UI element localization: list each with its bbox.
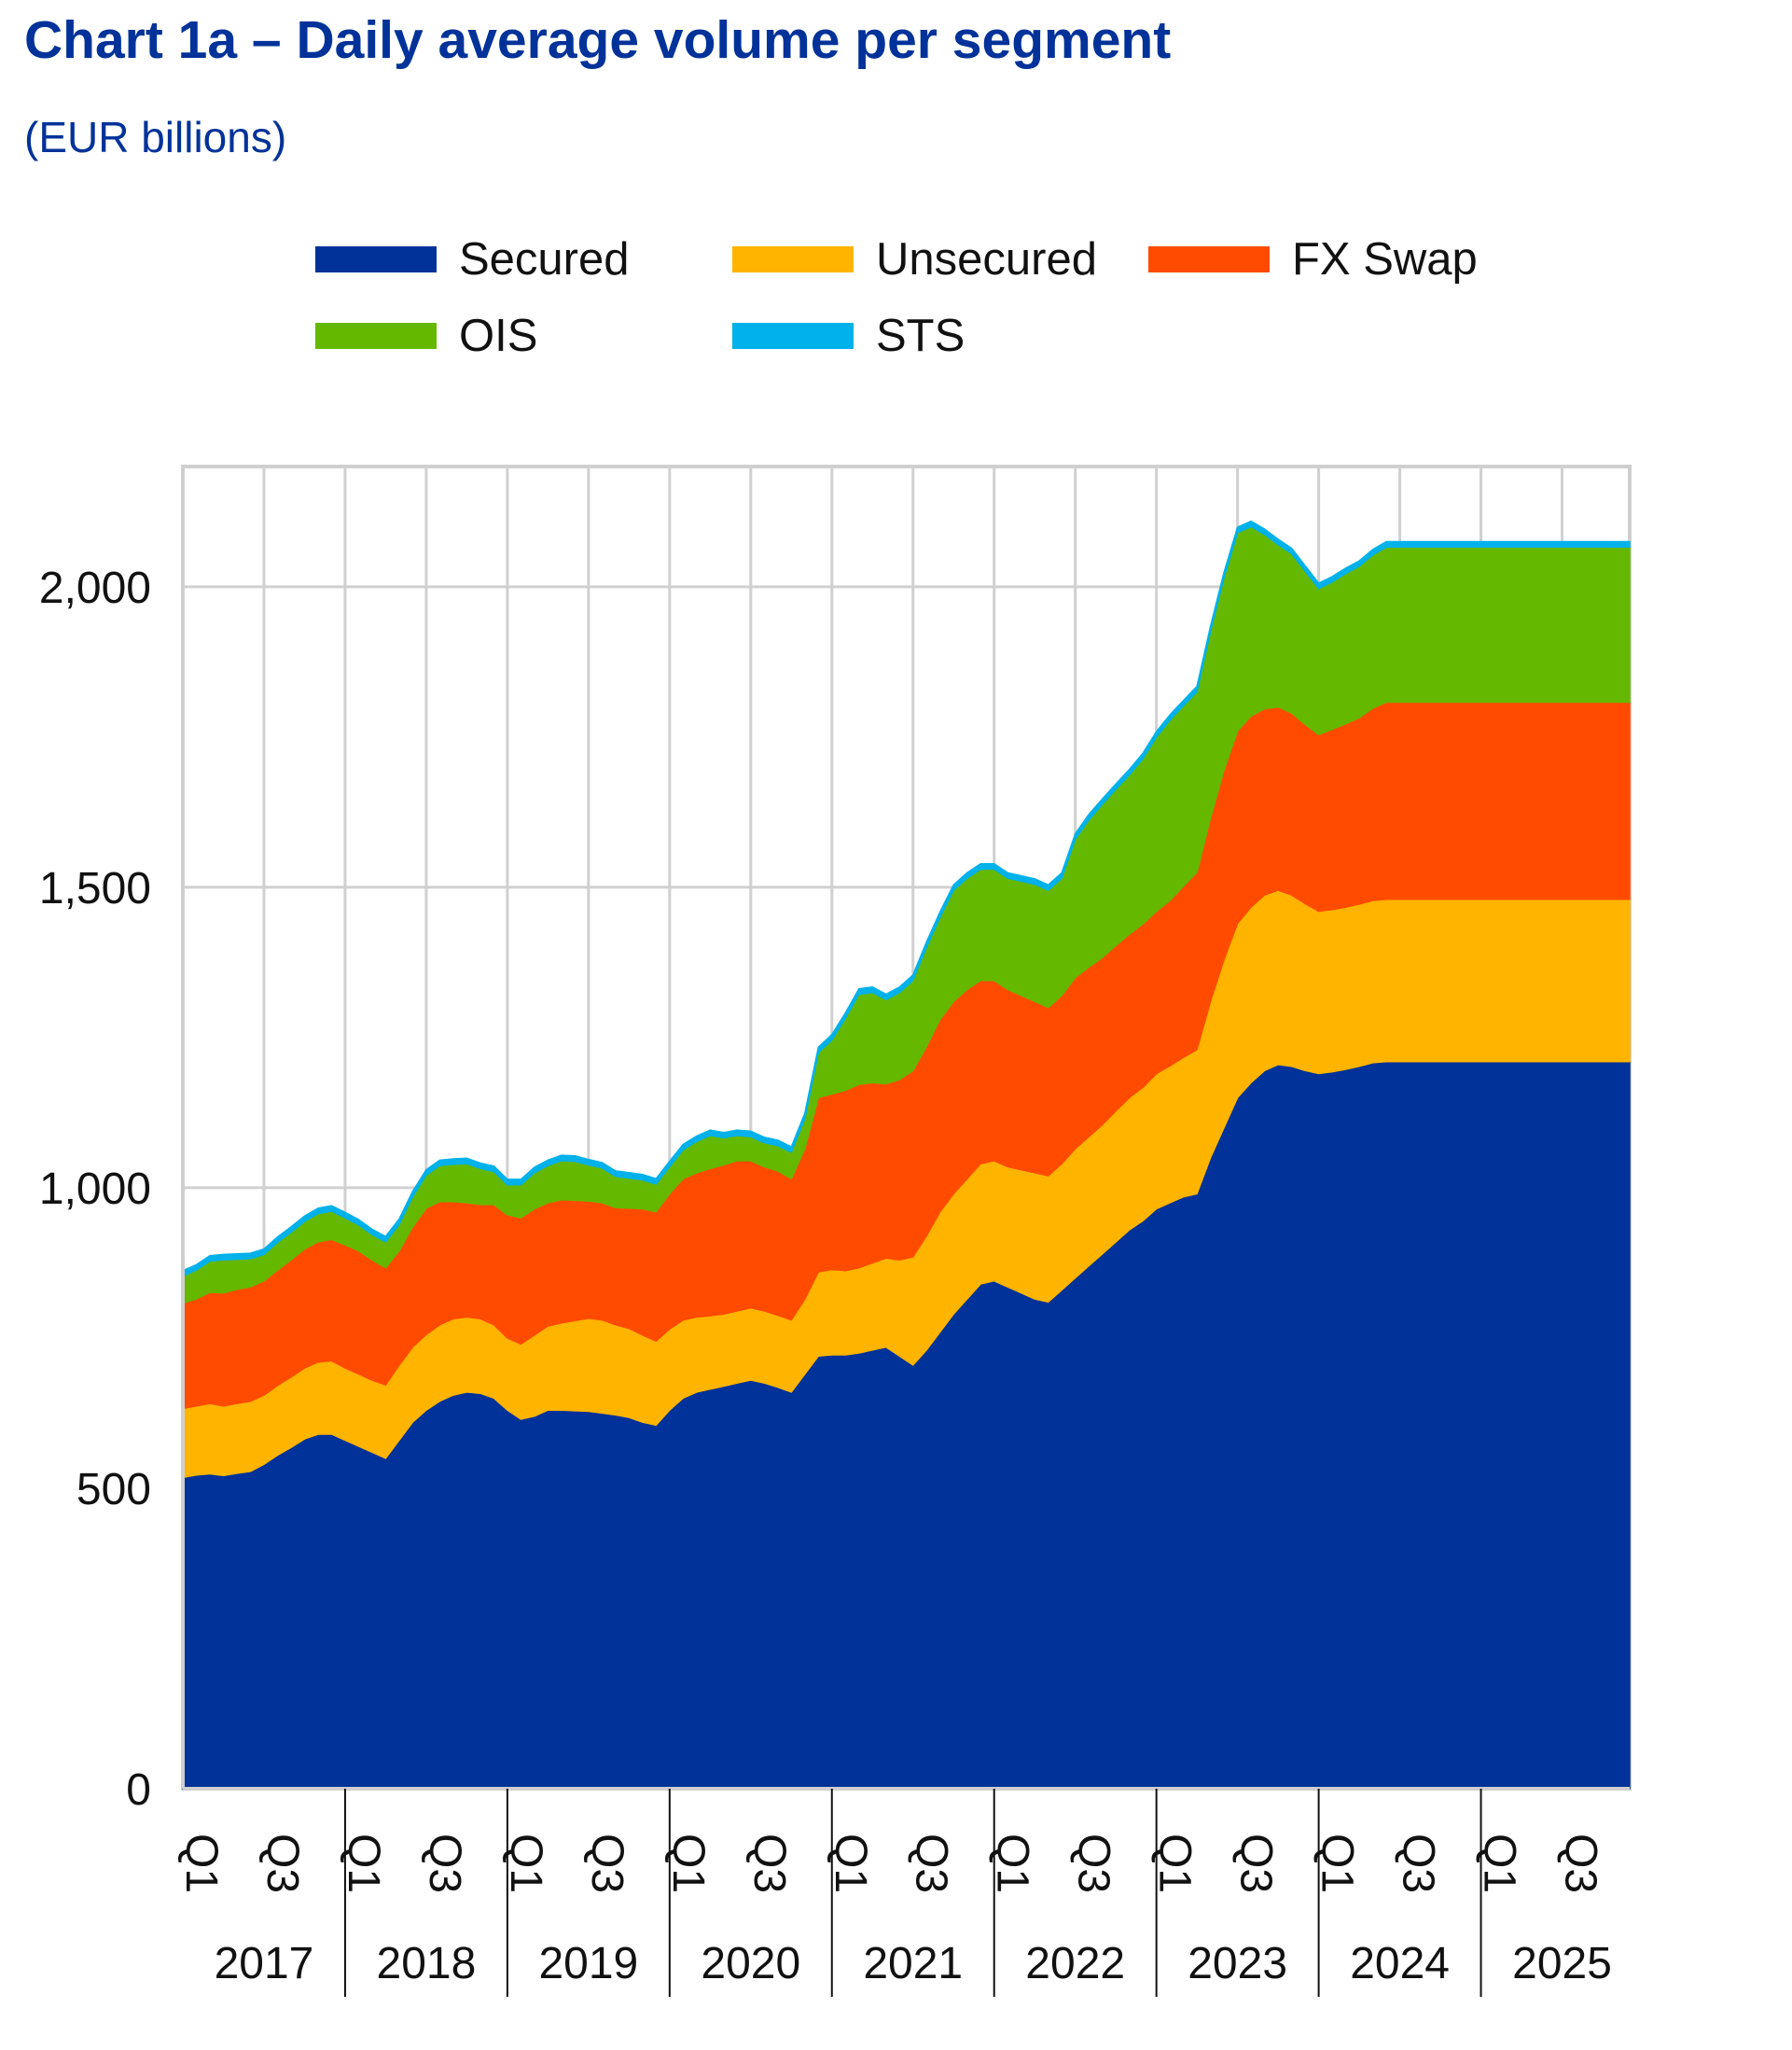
legend-item-unsecured: Unsecured [732,233,1097,286]
legend-swatch-unsecured [732,246,854,272]
legend-label-ois: OIS [459,311,538,361]
x-quarter-label: Q3 [582,1834,632,1893]
x-quarter-label: Q3 [1069,1834,1118,1893]
x-year-label: 2019 [538,1939,638,1988]
x-quarter-label: Q1 [1475,1834,1524,1893]
x-year-label: 2020 [701,1939,800,1988]
y-tick-label: 500 [76,1465,151,1514]
x-quarter-label: Q3 [1394,1834,1443,1893]
legend-label-fx-swap: FX Swap [1292,234,1478,285]
legend-item-fx-swap: FX Swap [1148,233,1478,286]
x-year-label: 2025 [1512,1939,1612,1988]
legend-swatch-ois [315,323,437,349]
legend-label-unsecured: Unsecured [876,234,1097,285]
x-quarter-label: Q1 [176,1834,226,1893]
legend-item-secured: Secured [315,233,630,286]
x-year-label: 2024 [1350,1939,1450,1988]
x-year-label: 2022 [1025,1939,1125,1988]
legend-swatch-secured [315,246,437,272]
legend: Secured Unsecured FX Swap OIS STS [315,233,1528,383]
x-year-label: 2023 [1188,1939,1287,1988]
x-quarter-label: Q1 [826,1834,875,1893]
x-quarter-label: Q3 [1556,1834,1605,1893]
y-tick-label: 2,000 [39,564,151,613]
x-quarter-label: Q3 [1231,1834,1281,1893]
x-quarter-label: Q1 [1150,1834,1200,1893]
x-quarter-label: Q3 [907,1834,956,1893]
y-tick-label: 0 [126,1765,151,1815]
area-sts [182,520,1631,1277]
legend-label-secured: Secured [459,234,630,285]
x-quarter-label: Q1 [1313,1834,1362,1893]
x-quarter-label: Q1 [988,1834,1037,1893]
x-quarter-label: Q3 [257,1834,307,1893]
legend-item-ois: OIS [315,310,537,362]
chart-title: Chart 1a – Daily average volume per segm… [24,10,1172,70]
legend-swatch-sts [732,323,854,349]
x-quarter-label: Q1 [339,1834,388,1893]
x-quarter-label: Q1 [501,1834,550,1893]
y-tick-label: 1,500 [39,864,151,913]
x-quarter-label: Q3 [420,1834,469,1893]
x-year-label: 2017 [215,1939,314,1988]
legend-label-sts: STS [876,311,965,361]
x-year-label: 2021 [863,1939,963,1988]
legend-swatch-fx-swap [1148,246,1270,272]
x-quarter-label: Q3 [744,1834,794,1893]
chart-subtitle: (EUR billions) [24,113,287,161]
legend-item-sts: STS [732,310,965,362]
y-tick-label: 1,000 [39,1164,151,1214]
x-quarter-label: Q1 [663,1834,713,1893]
x-year-label: 2018 [377,1939,477,1988]
